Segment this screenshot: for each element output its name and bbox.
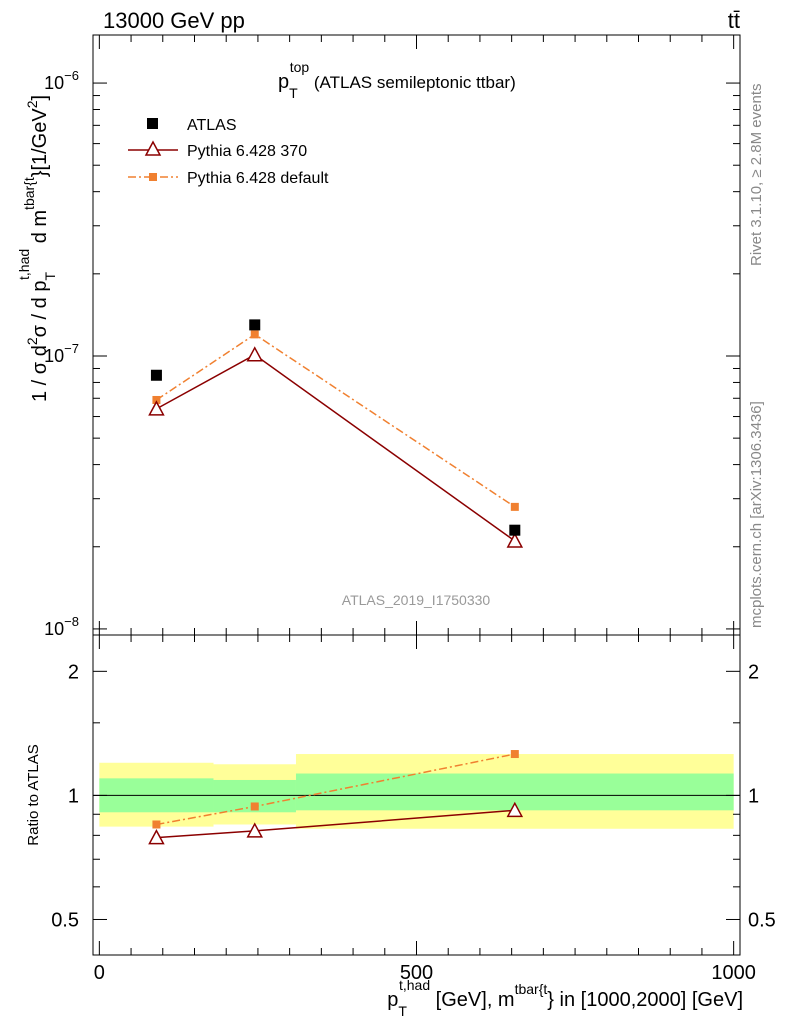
atlas-data-point (249, 319, 261, 331)
ratio-pythia-370-point (506, 801, 524, 818)
atlas-data-point (150, 369, 162, 381)
ratio-pythia-default-point (250, 802, 259, 811)
pythia-default-line (156, 333, 516, 508)
atlas-data-point (509, 524, 521, 536)
x-tick-label: 500 (400, 962, 433, 984)
ratio-y-tick-label-right: 2 (748, 661, 759, 683)
x-tick-label: 1000 (711, 962, 756, 984)
pythia-370-line (156, 353, 516, 542)
legend: ATLAS Pythia 6.428 370 Pythia 6.428 defa… (128, 117, 329, 187)
main-y-axis-label: 1 / σ d2σ / d pTt,had d mtbar{t}[1/GeV2] (16, 95, 58, 402)
pythia-default-point (250, 330, 259, 339)
legend-atlas-label: ATLAS (187, 117, 237, 134)
pythia-370-point (246, 346, 264, 362)
legend-pythia370-label: Pythia 6.428 370 (187, 143, 307, 160)
ratio-axis-ticks: 0.5 0.5 1 1 2 2 (51, 661, 776, 931)
energy-label: 13000 GeV pp (103, 8, 245, 33)
legend-atlas-marker (147, 118, 158, 129)
ratio-pythia-default-point (510, 750, 519, 759)
plot-title: pTtop (ATLAS semileptonic ttbar) (278, 59, 516, 101)
x-axis-label: pTt,had [GeV], mtbar{t} in [1000,2000] [… (387, 977, 743, 1019)
ratio-bands (99, 754, 734, 829)
ratio-series (148, 750, 524, 845)
process-label: tt̄ (728, 8, 740, 33)
rivet-label: Rivet 3.1.10, ≥ 2.8M events (748, 84, 765, 267)
ratio-y-tick-label: 1 (68, 785, 79, 807)
pythia-370-point (148, 400, 165, 416)
main-series (148, 319, 524, 548)
main-y-tick-label: 10−8 (44, 614, 79, 639)
ratio-y-axis-label: Ratio to ATLAS (25, 744, 42, 845)
legend-pythia370-marker (144, 140, 162, 156)
legend-pythiadef-marker (149, 173, 157, 181)
main-y-tick-label: 10−7 (44, 341, 79, 366)
ratio-y-tick-label: 2 (68, 661, 79, 683)
ratio-y-tick-label-right: 1 (748, 785, 759, 807)
pythia-370-point (506, 532, 524, 548)
ratio-pythia-370-point (148, 829, 165, 845)
main-axis-ticks: 10−8 10−7 10−6 (44, 68, 740, 639)
ratio-panel: 0.5 0.5 1 1 2 2 (51, 634, 776, 956)
mcplots-label: mcplots.cern.ch [arXiv:1306.3436] (748, 401, 765, 628)
main-y-tick-label: 10−6 (44, 68, 79, 93)
ratio-pythia-default-point (152, 820, 161, 829)
x-axis-ticks: 0 500 1000 (94, 35, 756, 984)
ratio-y-tick-label-right: 0.5 (748, 909, 776, 931)
ratio-pythia-370-point (246, 822, 264, 838)
pythia-default-point (152, 395, 161, 404)
legend-pythiadef-label: Pythia 6.428 default (187, 170, 329, 187)
pythia-default-point (510, 502, 519, 511)
analysis-watermark: ATLAS_2019_I1750330 (342, 592, 491, 608)
ratio-y-tick-label: 0.5 (51, 909, 79, 931)
x-tick-label: 0 (94, 962, 105, 984)
